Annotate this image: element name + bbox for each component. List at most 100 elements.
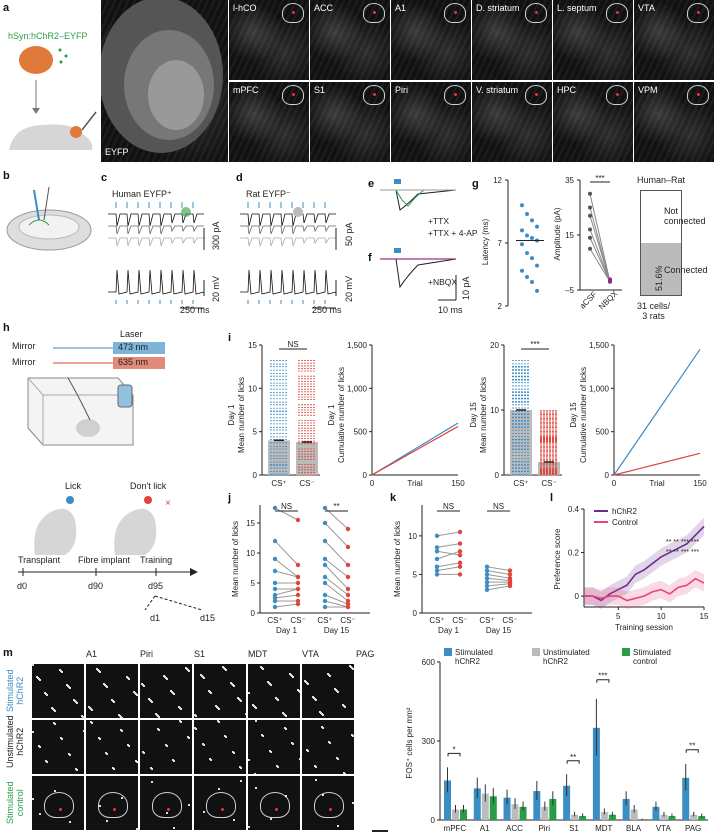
paired-line bbox=[436, 562, 461, 568]
neuron-icon bbox=[293, 207, 303, 217]
cs-plus-point bbox=[272, 598, 278, 604]
connected-segment bbox=[641, 243, 681, 295]
latency-scatter: 12 7 2 Latency (ms) bbox=[481, 176, 544, 311]
cs-plus-point bbox=[434, 545, 440, 550]
brain-outline-inset bbox=[606, 85, 628, 105]
sem-band bbox=[584, 517, 704, 610]
d-scale-bottom: 20 mV bbox=[344, 275, 354, 302]
x-tick-label: Piri bbox=[538, 824, 550, 833]
sig-bracket bbox=[685, 749, 699, 753]
not-connected-segment bbox=[641, 191, 681, 243]
day-d90: d90 bbox=[88, 581, 104, 591]
x-tick-label: CS⁻ bbox=[541, 479, 556, 488]
tick-label: 0 bbox=[605, 471, 610, 480]
region-label: A1 bbox=[395, 3, 407, 13]
cs-plus-point bbox=[272, 556, 278, 562]
panel-label-g: g bbox=[472, 178, 479, 190]
projection-image: VPM bbox=[634, 82, 714, 162]
paired-line bbox=[274, 540, 299, 566]
sig-marker: *** bbox=[595, 174, 604, 183]
fos-bar bbox=[682, 777, 690, 820]
day-label: Day 15 bbox=[324, 626, 350, 635]
x-tick-label: S1 bbox=[569, 824, 579, 833]
latency-point bbox=[530, 235, 534, 240]
fos-image bbox=[248, 720, 300, 774]
connection-bar: 51.6% bbox=[640, 190, 682, 296]
tick-label: 7 bbox=[498, 239, 503, 248]
y-axis-label: Latency (ms) bbox=[481, 219, 490, 266]
timeline-transplant: Transplant bbox=[18, 555, 61, 565]
x-tick-label: aCSF bbox=[578, 290, 599, 311]
fos-bar bbox=[503, 797, 511, 820]
paired-line bbox=[589, 215, 611, 282]
latency-point bbox=[530, 256, 534, 261]
c-scale-top: 300 pA bbox=[211, 221, 221, 250]
day-d1: d1 bbox=[150, 613, 161, 623]
day-label: Day 15 bbox=[486, 626, 512, 635]
paired-line bbox=[324, 558, 349, 578]
laser-635: 635 nm bbox=[113, 357, 165, 369]
cs-minus-point bbox=[345, 586, 351, 592]
fos-image bbox=[86, 776, 138, 830]
projection-image: S1 bbox=[310, 82, 390, 162]
voltage-trace bbox=[240, 269, 337, 295]
panel-label-k: k bbox=[390, 492, 397, 504]
paired-line bbox=[486, 585, 511, 591]
projection-image: VTA bbox=[634, 0, 714, 80]
x-tick-label: MDT bbox=[595, 824, 612, 833]
x-tick-label: CS⁺ bbox=[479, 616, 494, 625]
latency-point bbox=[535, 263, 539, 268]
x-tick-label: 150 bbox=[451, 479, 465, 488]
fos-row-label: Unstimulated hChR2 bbox=[5, 715, 25, 768]
sig-marker: ** bbox=[570, 753, 576, 762]
paired-line bbox=[436, 543, 461, 548]
sig-bracket bbox=[566, 760, 580, 764]
brain-outline-inset bbox=[687, 85, 709, 105]
tick-label: 0 bbox=[431, 816, 436, 825]
x-tick-label: VTA bbox=[656, 824, 672, 833]
panel-label-f: f bbox=[368, 252, 372, 264]
paired-line bbox=[324, 564, 349, 590]
x-tick-label: CS⁺ bbox=[271, 479, 286, 488]
sem-band bbox=[584, 569, 704, 610]
scale-bar bbox=[372, 830, 388, 832]
fos-col-label: Piri bbox=[140, 649, 153, 659]
sig-marker: ** bbox=[333, 502, 339, 511]
day1-cumulative-lines: 1,500 1,000 500 0 Day 1 Cumulative number of … bbox=[327, 341, 465, 488]
fos-image bbox=[140, 720, 192, 774]
tick-label: 500 bbox=[596, 428, 610, 437]
acsf-point bbox=[588, 213, 592, 218]
current-trace bbox=[240, 213, 336, 227]
slice-recording-schematic bbox=[6, 186, 92, 251]
x-tick-label: CS⁻ bbox=[340, 616, 355, 625]
sig-marker: NS bbox=[443, 502, 454, 511]
paired-line bbox=[436, 550, 461, 560]
fos-image bbox=[302, 664, 354, 718]
c-time-scale: 250 ms bbox=[180, 305, 210, 315]
series-line bbox=[584, 577, 705, 602]
paired-line bbox=[589, 248, 611, 283]
cs-plus-point bbox=[434, 572, 440, 577]
cs-minus-line bbox=[613, 452, 701, 476]
cs-plus-point bbox=[322, 604, 328, 610]
x-tick-label: CS⁺ bbox=[267, 616, 282, 625]
fos-bar bbox=[600, 812, 608, 820]
fos-image bbox=[248, 664, 300, 718]
panel-label-i: i bbox=[228, 332, 232, 344]
training-expansion bbox=[144, 595, 203, 611]
fos-col-label: A1 bbox=[86, 649, 98, 659]
tick-label: 1,500 bbox=[347, 341, 368, 350]
fos-bar bbox=[652, 806, 660, 820]
cs-plus-point bbox=[322, 580, 328, 586]
sig-marker: NS bbox=[493, 502, 504, 511]
paired-line bbox=[436, 566, 461, 572]
legend-line: Stimulated bbox=[455, 648, 493, 657]
region-label: Piri bbox=[395, 85, 408, 95]
paired-line bbox=[274, 594, 299, 599]
fos-bar bbox=[481, 793, 489, 820]
nbqx-point bbox=[608, 278, 612, 283]
cs-plus-point bbox=[322, 520, 328, 526]
cs-minus-point bbox=[457, 529, 463, 535]
tick-label: 15 bbox=[246, 519, 255, 528]
